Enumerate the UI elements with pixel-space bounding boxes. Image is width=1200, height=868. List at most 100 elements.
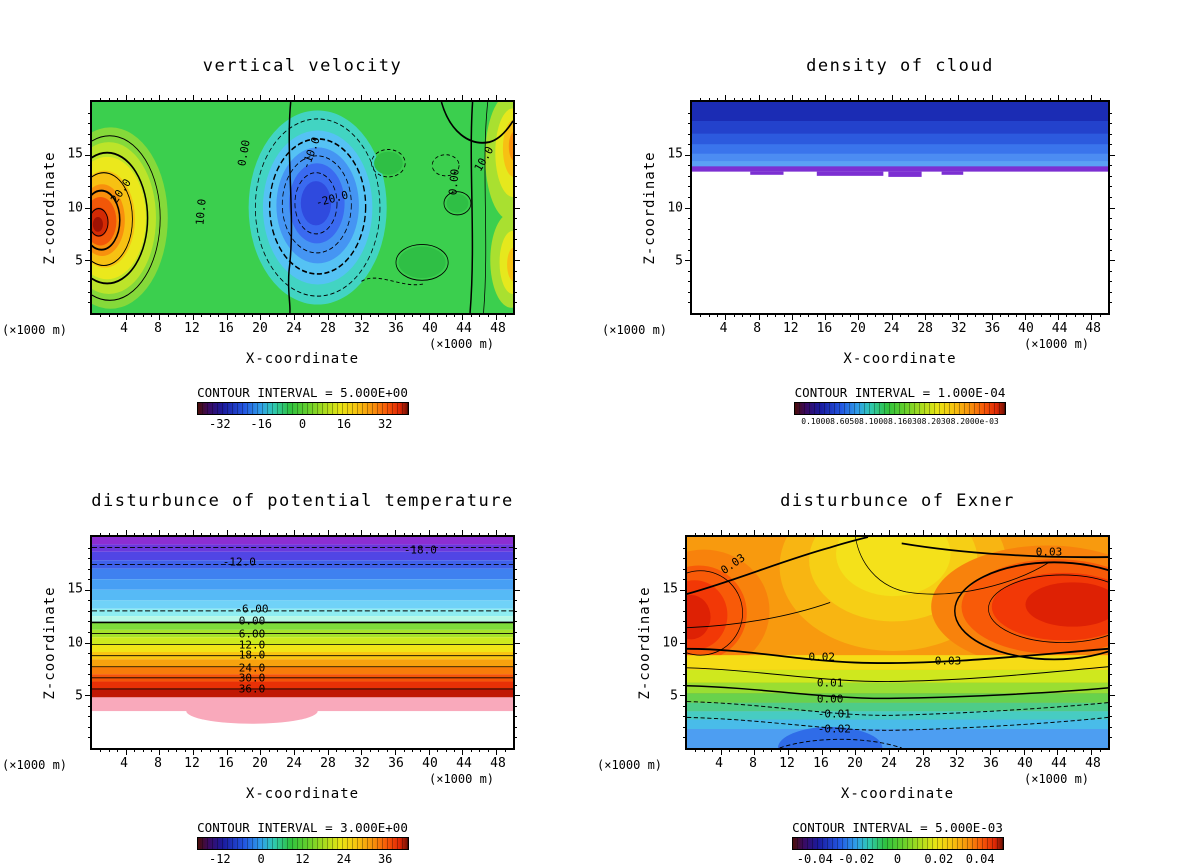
tick-mark <box>386 98 388 102</box>
tick-mark <box>85 589 92 591</box>
tick-mark <box>791 95 793 102</box>
tick-mark <box>167 98 169 102</box>
tick-mark <box>680 589 687 591</box>
tick-mark <box>1108 154 1115 156</box>
colorbar-tick-label: 0 <box>298 417 307 431</box>
tick-mark <box>403 98 405 102</box>
tick-mark <box>1091 748 1093 755</box>
tick-mark <box>251 533 253 537</box>
colorbar-tick-label: 24 <box>336 852 352 866</box>
tick-mark <box>201 313 203 317</box>
y-tick-label: 15 <box>662 581 678 597</box>
tick-mark <box>100 533 102 537</box>
tick-mark <box>386 313 388 317</box>
tick-mark <box>108 98 110 102</box>
tick-mark <box>88 228 92 230</box>
tick-mark <box>428 313 430 320</box>
tick-mark <box>218 98 220 102</box>
tick-mark <box>88 239 92 241</box>
tick-mark <box>88 610 92 612</box>
tick-mark <box>420 533 422 537</box>
x-tick-label: 20 <box>252 756 268 771</box>
tick-mark <box>268 533 270 537</box>
tick-mark <box>310 748 312 752</box>
tick-mark <box>1065 748 1067 752</box>
tick-mark <box>683 737 687 739</box>
tick-mark <box>88 112 92 114</box>
tick-mark <box>243 748 245 752</box>
tick-mark <box>428 95 430 102</box>
tick-mark <box>1065 533 1067 537</box>
x-tick-label: 4 <box>120 756 128 771</box>
tick-mark <box>277 533 279 537</box>
tick-mark <box>88 684 92 686</box>
tick-mark <box>445 748 447 752</box>
tick-mark <box>788 530 790 537</box>
tick-mark <box>277 748 279 752</box>
tick-mark <box>1108 600 1112 602</box>
tick-mark <box>462 313 464 320</box>
contour-label: 0.03 <box>934 654 962 668</box>
tick-mark <box>688 302 692 304</box>
tick-mark <box>369 98 371 102</box>
x-tick-label: 24 <box>286 321 302 336</box>
tick-mark <box>176 98 178 102</box>
tick-mark <box>900 98 901 102</box>
tick-mark <box>1108 558 1112 560</box>
tick-mark <box>1091 313 1093 320</box>
tick-mark <box>1066 313 1068 317</box>
tick-mark <box>1049 313 1051 317</box>
tick-mark <box>159 95 161 102</box>
tick-mark <box>1016 98 1018 102</box>
tick-mark <box>712 748 714 752</box>
y-axis-tick-labels: 5 10 15 <box>54 100 86 315</box>
tick-mark <box>1023 530 1025 537</box>
tick-mark <box>750 98 752 102</box>
tick-mark <box>513 133 517 135</box>
tick-mark <box>513 196 517 198</box>
tick-mark <box>88 249 92 251</box>
tick-mark <box>302 748 304 752</box>
tick-mark <box>88 123 92 125</box>
tick-mark <box>1108 239 1112 241</box>
tick-mark <box>513 558 517 560</box>
y-axis-tick-labels: 5 10 15 <box>54 535 86 750</box>
x-tick-label: 36 <box>983 756 999 771</box>
tick-mark <box>1040 533 1042 537</box>
tick-mark <box>285 98 287 102</box>
tick-mark <box>403 313 405 317</box>
colorbar <box>196 402 409 415</box>
tick-mark <box>513 270 517 272</box>
tick-mark <box>725 313 727 320</box>
tick-mark <box>159 530 161 537</box>
contour-label: -18.0 <box>403 543 437 557</box>
tick-mark <box>1082 533 1084 537</box>
tick-mark <box>479 313 481 317</box>
tick-mark <box>855 748 857 755</box>
x-tick-label: 44 <box>1051 756 1067 771</box>
x-axis-unit-right: (×1000 m) <box>1024 337 1090 351</box>
tick-mark <box>998 533 1000 537</box>
tick-mark <box>142 533 144 537</box>
tick-mark <box>1108 260 1115 262</box>
tick-mark <box>729 748 731 752</box>
tick-mark <box>838 533 840 537</box>
y-tick-label: 10 <box>67 635 83 650</box>
tick-mark <box>941 313 943 317</box>
x-tick-label: 44 <box>1051 321 1068 336</box>
tick-mark <box>88 631 92 633</box>
tick-mark <box>830 748 832 752</box>
colorbar-tick-label: 16 <box>336 417 352 431</box>
tick-mark <box>821 748 823 755</box>
tick-mark <box>513 144 517 146</box>
tick-mark <box>783 98 785 102</box>
x-axis-unit-left: (×1000 m) <box>2 758 68 772</box>
tick-mark <box>1057 530 1059 537</box>
contour-label: 6.00 <box>238 627 266 641</box>
contour-label: -20.0 <box>314 188 350 210</box>
tick-mark <box>745 533 747 537</box>
tick-mark <box>1108 726 1112 728</box>
y-tick-label: 10 <box>67 200 83 215</box>
